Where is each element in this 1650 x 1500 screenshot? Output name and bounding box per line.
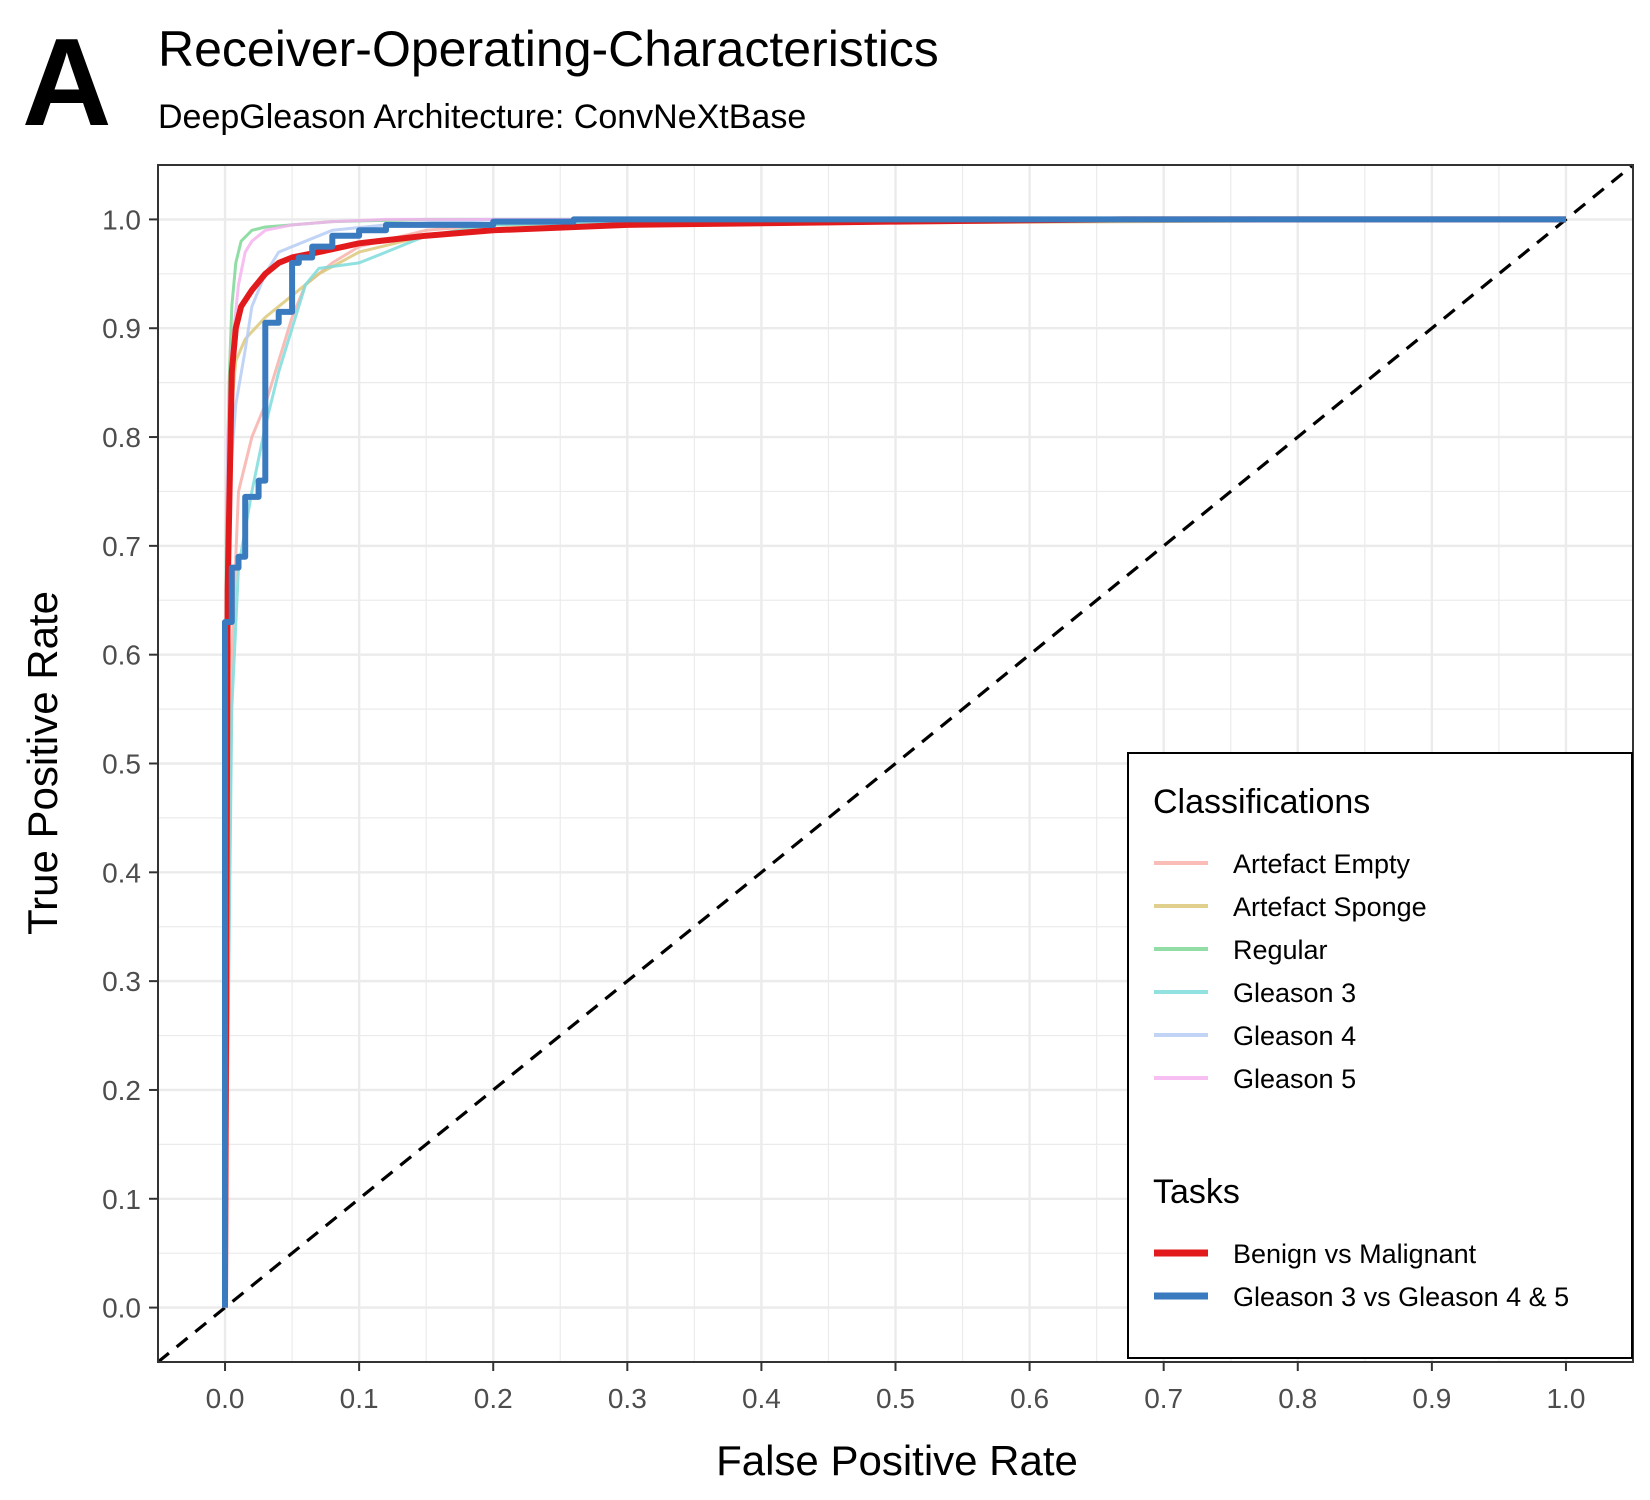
x-tick-label: 1.0: [1546, 1383, 1585, 1414]
chart-title: Receiver-Operating-Characteristics: [158, 21, 939, 77]
legend-title: Classifications: [1153, 783, 1370, 821]
axes: 0.0 0.1 0.2 0.3 0.4 0.5 0.6 0.7 0.8 0.9 1.0 0.0 0.1 0…: [102, 204, 1585, 1414]
x-tick-label: 0.0: [206, 1383, 245, 1414]
x-tick-label: 0.9: [1412, 1383, 1451, 1414]
roc-curve-benign-vs-malignant: [222, 216, 1566, 1308]
legend-label: Benign vs Malignant: [1233, 1239, 1477, 1269]
y-tick-label: 0.8: [102, 422, 141, 453]
reference-diagonal: [156, 163, 1635, 1364]
chart-subtitle: DeepGleason Architecture: ConvNeXtBase: [158, 98, 806, 136]
legend-label: Gleason 4: [1233, 1021, 1356, 1051]
y-tick-label: 0.2: [102, 1075, 141, 1106]
x-tick-label: 0.8: [1278, 1383, 1317, 1414]
roc-curve-gleason-3-vs-gleason-4-5: [222, 216, 1566, 1308]
panel-label: A: [22, 14, 112, 152]
legend-label: Artefact Sponge: [1233, 892, 1427, 922]
x-tick-label: 0.2: [474, 1383, 513, 1414]
legend-label: Artefact Empty: [1233, 849, 1411, 879]
legend-label: Gleason 3: [1233, 978, 1356, 1008]
y-tick-label: 0.5: [102, 749, 141, 780]
legend-label: Gleason 3 vs Gleason 4 & 5: [1233, 1282, 1569, 1312]
y-tick-label: 0.3: [102, 966, 141, 997]
y-axis-title: True Positive Rate: [19, 591, 66, 935]
y-tick-label: 0.1: [102, 1184, 141, 1215]
y-tick-label: 0.9: [102, 313, 141, 344]
diagonal-reference-line: [156, 163, 1635, 1364]
x-tick-label: 0.3: [608, 1383, 647, 1414]
x-tick-label: 0.7: [1144, 1383, 1183, 1414]
y-tick-label: 0.0: [102, 1293, 141, 1324]
legend-label: Gleason 5: [1233, 1064, 1356, 1094]
x-tick-label: 0.4: [742, 1383, 781, 1414]
x-tick-label: 0.1: [340, 1383, 379, 1414]
x-tick-label: 0.5: [876, 1383, 915, 1414]
y-tick-label: 0.4: [102, 857, 141, 888]
y-tick-label: 0.6: [102, 640, 141, 671]
roc-curves: [222, 216, 1567, 1308]
legend: Classifications Artefact Empty Artefact Sp…: [1127, 752, 1633, 1359]
legend-box: [1127, 752, 1633, 1359]
x-axis-title: False Positive Rate: [716, 1437, 1078, 1484]
x-tick-label: 0.6: [1010, 1383, 1049, 1414]
y-tick-label: 1.0: [102, 204, 141, 235]
legend-title: Tasks: [1153, 1173, 1240, 1211]
y-tick-label: 0.7: [102, 531, 141, 562]
legend-label: Regular: [1233, 935, 1328, 965]
